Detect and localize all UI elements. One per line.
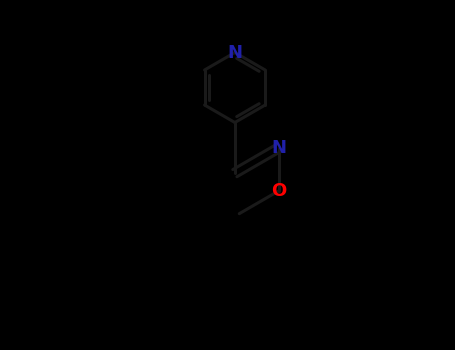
Text: O: O [271,182,286,200]
Text: N: N [271,139,286,157]
Text: N: N [228,43,243,62]
